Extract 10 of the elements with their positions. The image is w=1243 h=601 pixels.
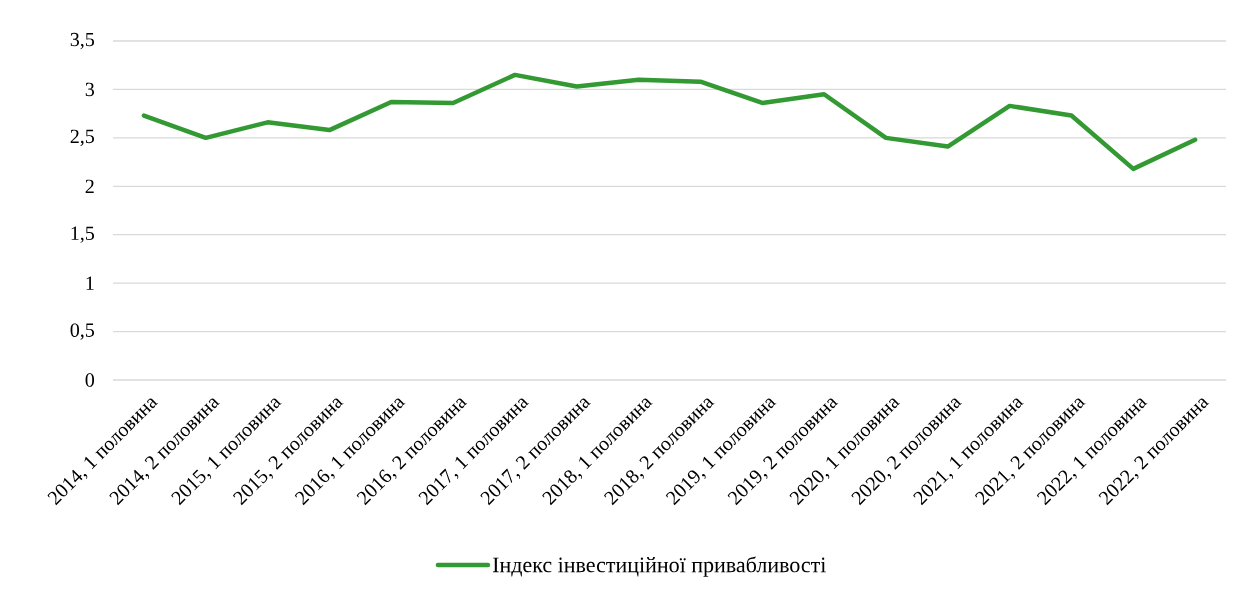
y-tick-label: 0 xyxy=(85,373,95,387)
y-tick-label: 3 xyxy=(85,82,95,97)
legend-label: Індекс інвестиційної привабливості xyxy=(492,556,826,577)
y-tick-label: 1 xyxy=(86,276,94,290)
line-series xyxy=(141,72,1198,172)
y-tick-label: 1,5 xyxy=(71,226,95,243)
y-tick-label: 2 xyxy=(85,179,94,193)
y-tick-label: 2,5 xyxy=(70,129,95,147)
y-tick-label: 3,5 xyxy=(70,32,95,50)
y-tick-label: 0,5 xyxy=(70,323,95,340)
